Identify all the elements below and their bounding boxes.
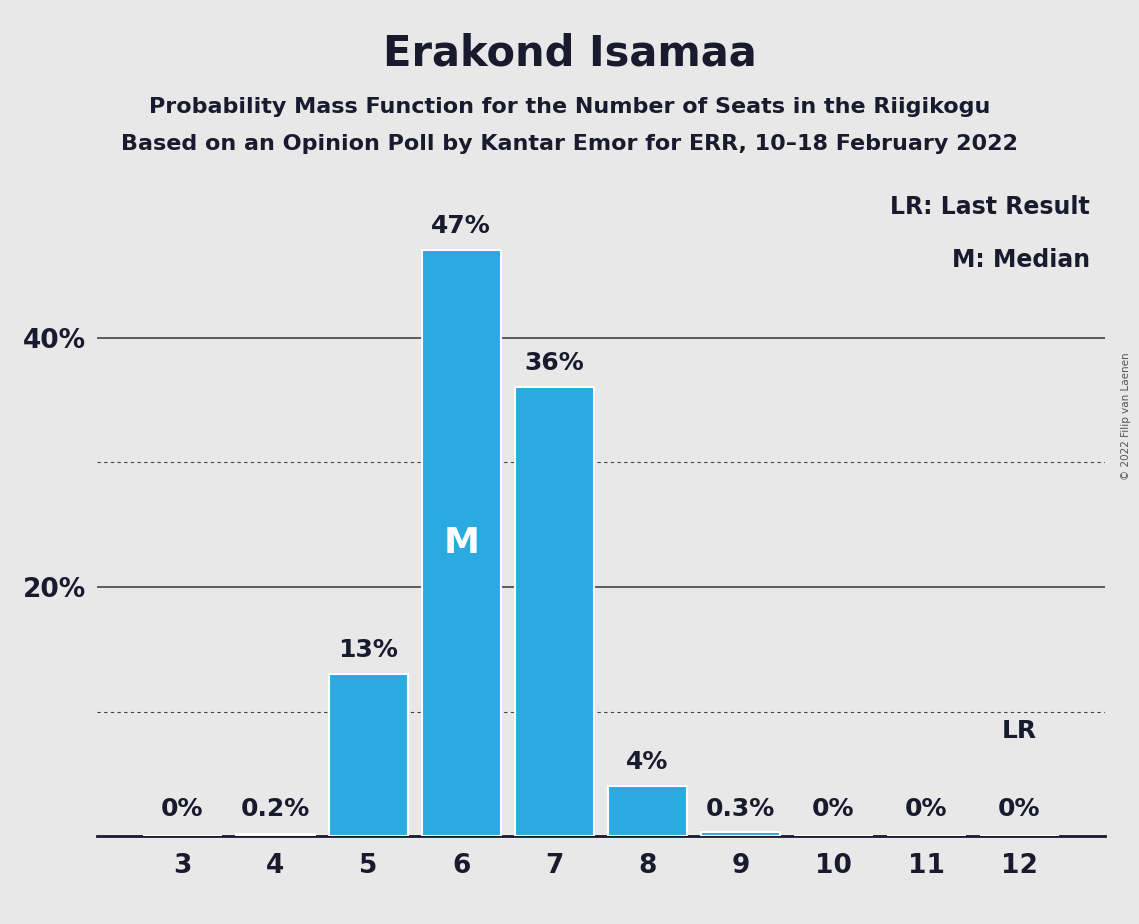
Text: 36%: 36% (524, 351, 584, 375)
Text: 47%: 47% (432, 213, 491, 237)
Text: Based on an Opinion Poll by Kantar Emor for ERR, 10–18 February 2022: Based on an Opinion Poll by Kantar Emor … (121, 134, 1018, 154)
Text: 0%: 0% (812, 797, 854, 821)
Text: M: M (443, 527, 480, 560)
Text: LR: LR (1002, 719, 1036, 743)
Text: 0%: 0% (161, 797, 204, 821)
Text: 13%: 13% (338, 638, 399, 662)
Text: Erakond Isamaa: Erakond Isamaa (383, 32, 756, 74)
Bar (329, 675, 408, 836)
Text: 0.3%: 0.3% (706, 797, 775, 821)
Bar (515, 387, 593, 836)
Bar (236, 833, 314, 836)
Text: M: Median: M: Median (951, 249, 1090, 273)
Text: © 2022 Filip van Laenen: © 2022 Filip van Laenen (1121, 352, 1131, 480)
Text: LR: Last Result: LR: Last Result (890, 195, 1090, 219)
Bar (421, 250, 501, 836)
Text: 4%: 4% (626, 750, 669, 774)
Text: 0%: 0% (998, 797, 1041, 821)
Text: 0%: 0% (906, 797, 948, 821)
Text: Probability Mass Function for the Number of Seats in the Riigikogu: Probability Mass Function for the Number… (149, 97, 990, 117)
Text: 0.2%: 0.2% (240, 797, 310, 821)
Bar (608, 786, 687, 836)
Bar (700, 833, 780, 836)
